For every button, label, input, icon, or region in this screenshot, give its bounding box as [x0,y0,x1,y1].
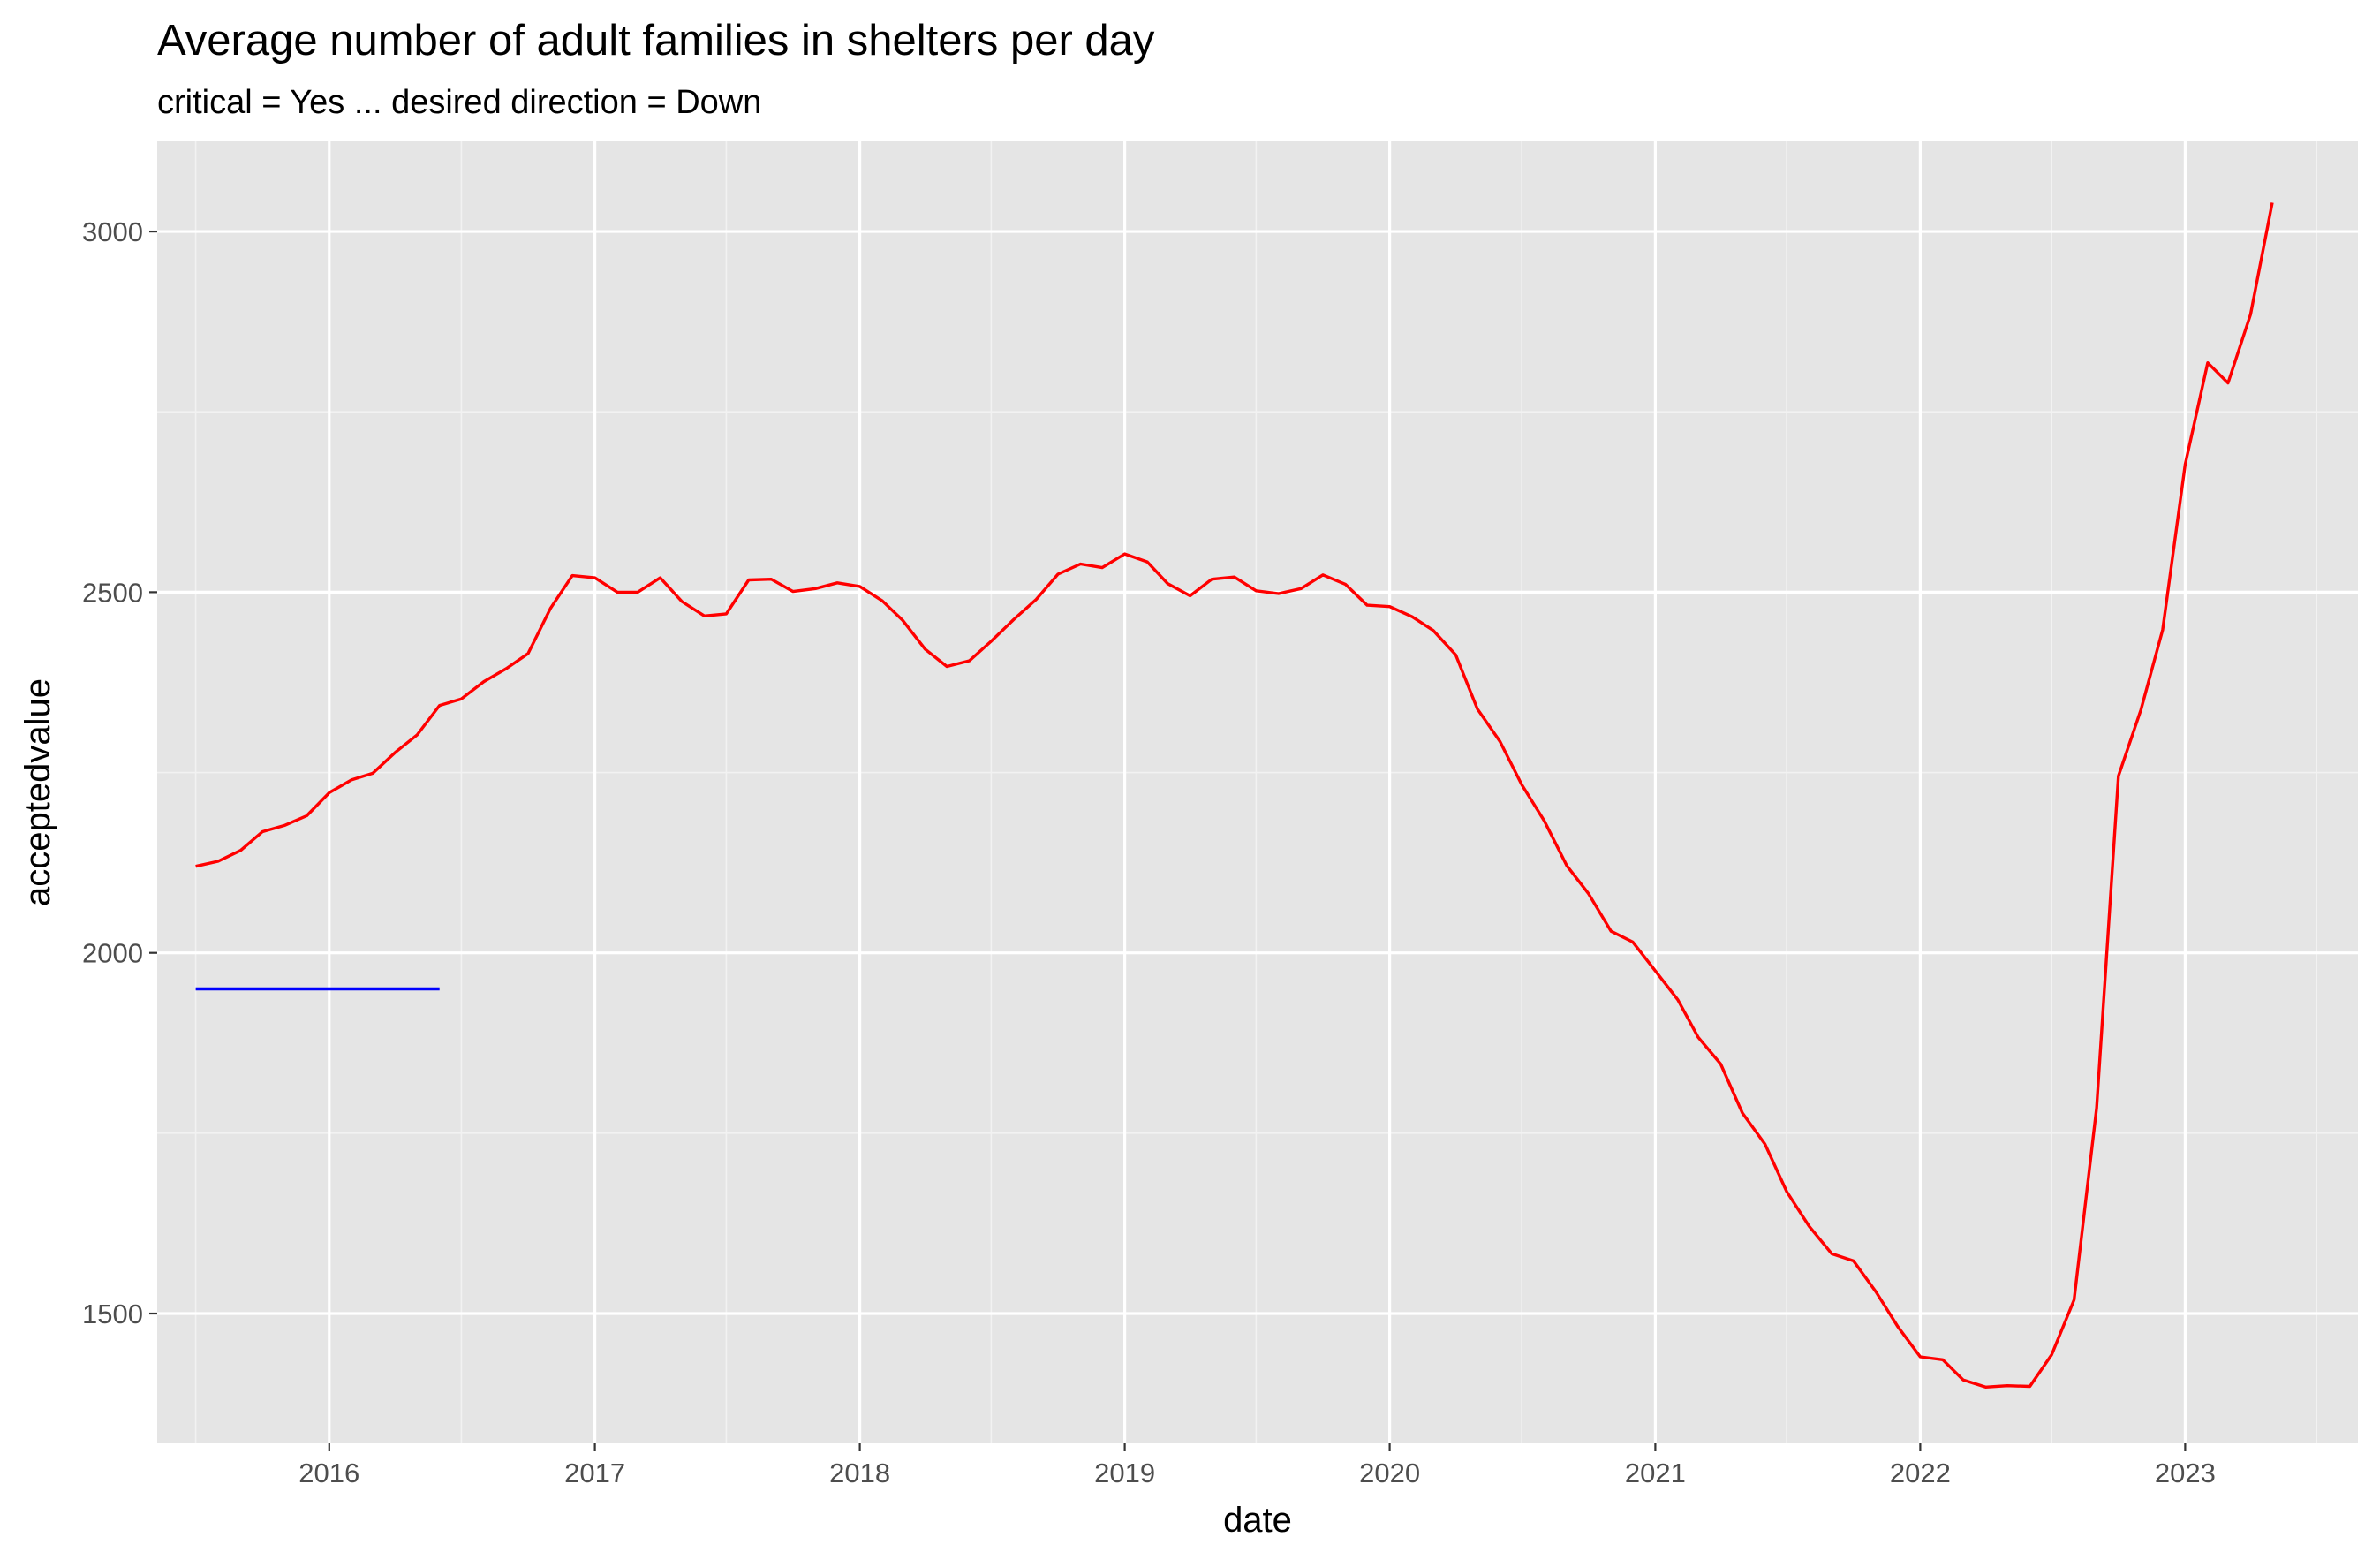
y-axis-title: acceptedvalue [19,678,57,906]
y-tick-label: 3000 [82,216,143,247]
y-tick-label: 2500 [82,577,143,608]
y-tick-label: 1500 [82,1299,143,1329]
y-axis: 1500 2000 2500 3000 [82,216,157,1329]
x-tick-label: 2016 [298,1458,359,1488]
y-tick-label: 2000 [82,938,143,969]
x-tick-label: 2021 [1625,1458,1686,1488]
chart-subtitle: critical = Yes ... desired direction = D… [157,84,761,121]
x-tick-label: 2017 [564,1458,625,1488]
x-axis: 2016 2017 2018 2019 2020 2021 2022 2023 [298,1443,2216,1488]
x-tick-label: 2020 [1359,1458,1420,1488]
minor-gridlines [157,141,2358,1443]
x-axis-title: date [1223,1501,1292,1540]
plot-panel [157,141,2358,1443]
x-tick-label: 2023 [2155,1458,2216,1488]
x-tick-label: 2018 [829,1458,890,1488]
x-tick-label: 2022 [1890,1458,1951,1488]
series-layer [195,202,2274,1390]
chart-title: Average number of adult families in shel… [157,17,1155,64]
x-tick-label: 2019 [1094,1458,1155,1488]
series-line-1 [195,202,2274,1390]
